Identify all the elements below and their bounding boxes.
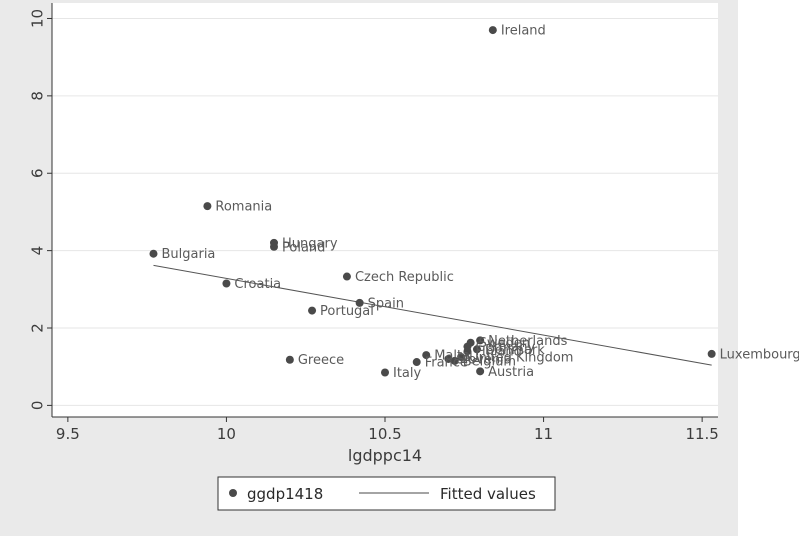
- x-tick-label: 10.5: [368, 425, 401, 443]
- data-point: [707, 349, 716, 358]
- point-label: Croatia: [234, 277, 281, 292]
- legend-label-scatter: ggdp1418: [247, 485, 323, 503]
- data-point: [476, 336, 485, 345]
- data-point: [308, 306, 317, 315]
- x-tick-label: 9.5: [56, 425, 80, 443]
- point-label: Poland: [282, 240, 325, 255]
- point-label: United Kingdom: [469, 351, 573, 366]
- point-label: Bulgaria: [161, 247, 215, 262]
- point-label: Denmark: [485, 343, 545, 358]
- point-label: Portugal: [320, 304, 374, 319]
- data-point: [488, 26, 497, 35]
- point-label: Slovenia: [456, 352, 511, 367]
- data-point: [450, 356, 459, 365]
- point-label: France: [425, 356, 468, 371]
- y-tick-label: 0: [29, 401, 47, 411]
- y-tick-label: 10: [29, 9, 47, 28]
- plot-area: [52, 3, 718, 417]
- data-point: [422, 351, 431, 360]
- legend: ggdp1418 Fitted values: [217, 476, 556, 511]
- data-point: [412, 358, 421, 367]
- legend-label-line: Fitted values: [440, 485, 536, 503]
- y-tick-label: 8: [29, 91, 47, 101]
- data-point: [381, 368, 389, 377]
- points-layer: [149, 26, 716, 377]
- point-label: Ireland: [501, 24, 546, 39]
- x-axis-title: lgdppc14: [348, 446, 422, 465]
- y-tick-label: 2: [29, 323, 47, 333]
- point-label: Czech Republic: [355, 270, 454, 285]
- x-tick-label: 10: [217, 425, 236, 443]
- y-tick-label: 6: [29, 168, 47, 178]
- y-tick-label: 4: [29, 246, 47, 256]
- data-point: [457, 353, 466, 362]
- point-label: Germany: [475, 340, 535, 355]
- data-point: [342, 272, 351, 281]
- x-tick-label: 11.5: [685, 425, 718, 443]
- point-label: Luxembourg: [720, 347, 799, 362]
- data-point: [444, 354, 453, 363]
- data-point: [355, 298, 364, 307]
- data-point: [203, 202, 212, 211]
- legend-marker-scatter: [229, 489, 237, 497]
- point-label: Hungary: [282, 236, 338, 251]
- data-point: [149, 249, 158, 258]
- point-label: Romania: [215, 200, 272, 215]
- point-label: Finland: [475, 345, 521, 360]
- data-point: [222, 279, 231, 288]
- point-label: Italy: [393, 366, 422, 381]
- point-label: Sweden: [479, 336, 530, 351]
- point-label: Belgium: [463, 354, 516, 369]
- data-point: [270, 242, 278, 251]
- data-point: [285, 355, 294, 364]
- data-point: [476, 367, 485, 376]
- data-point: [472, 345, 481, 354]
- point-label: Greece: [298, 353, 344, 368]
- point-label: Netherlands: [488, 334, 567, 349]
- fitted-line-layer: [153, 264, 712, 366]
- point-label: Malta: [434, 349, 470, 364]
- fitted-line: [153, 264, 712, 366]
- gridlines: [52, 17, 718, 406]
- axes: 0 2 4 6 8 10 9.5 10 10.5 11 11.5: [29, 3, 719, 443]
- x-tick-label: 11: [534, 425, 553, 443]
- data-point: [463, 347, 472, 356]
- point-label: Austria: [488, 365, 534, 380]
- point-label: Spain: [368, 296, 404, 311]
